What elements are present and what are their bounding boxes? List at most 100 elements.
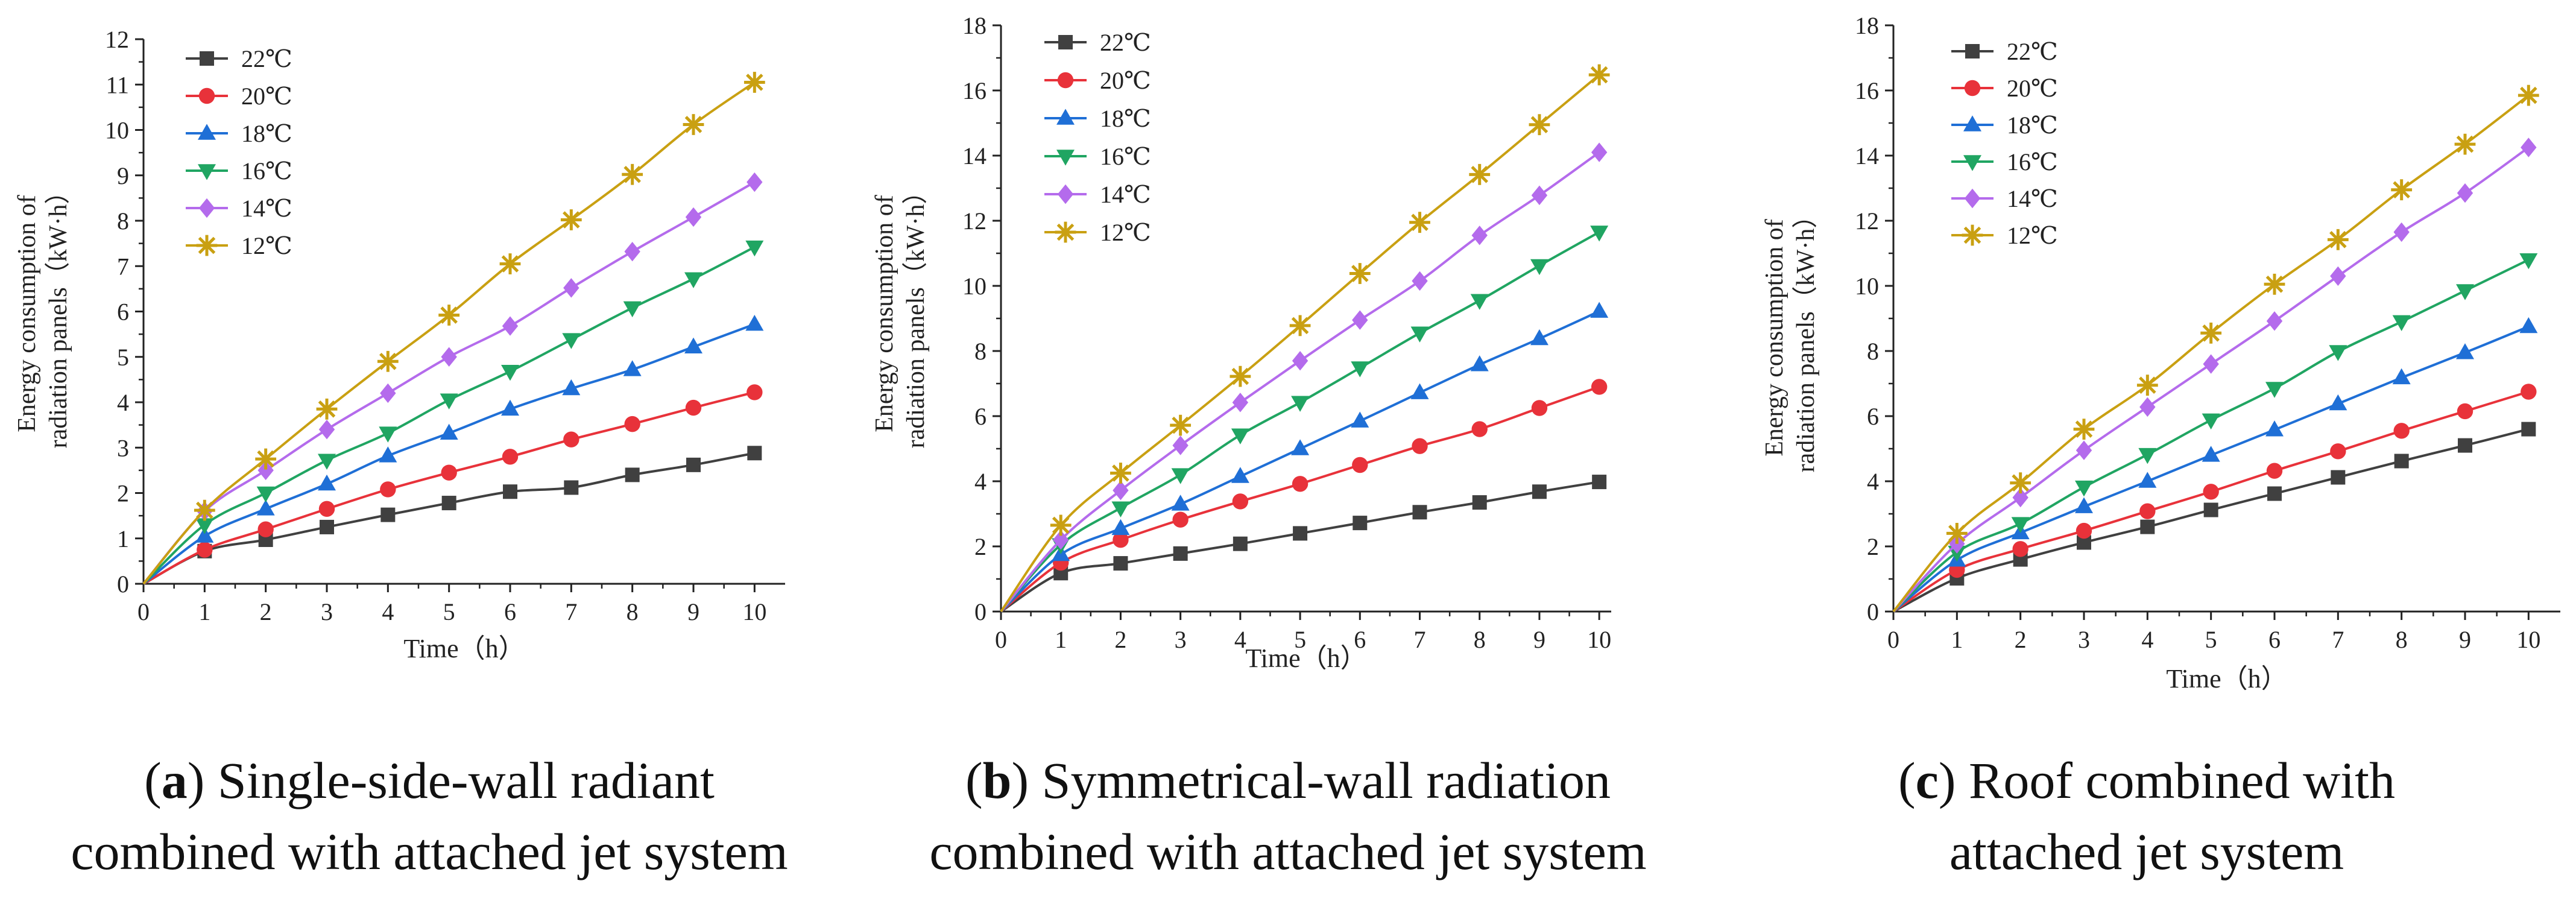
- legend-label: 18℃: [241, 120, 292, 147]
- series-2: [1892, 317, 2538, 613]
- series-1: [143, 384, 763, 585]
- data-point: [2139, 397, 2156, 417]
- y-tick-label: 11: [106, 71, 129, 98]
- x-tick-label: 5: [443, 598, 455, 625]
- series-line: [1000, 385, 1600, 613]
- data-point: [1472, 495, 1487, 510]
- y-tick-label: 4: [974, 468, 987, 495]
- caption-b-text: ) Symmetrical-wall radiation: [1011, 751, 1611, 809]
- data-point: [624, 416, 640, 432]
- series-line: [1892, 94, 2530, 613]
- y-tick-label: 16: [962, 77, 987, 104]
- data-point: [441, 464, 457, 481]
- data-point: [2267, 486, 2282, 501]
- data-point: [2457, 403, 2473, 420]
- legend-label: 18℃: [2007, 112, 2058, 139]
- data-point: [745, 314, 764, 331]
- data-point: [1231, 428, 1249, 444]
- caption-c-letter: c: [1915, 751, 1939, 809]
- data-point: [1409, 212, 1430, 233]
- data-point: [1590, 226, 1609, 242]
- data-point: [1412, 438, 1428, 454]
- data-point: [1591, 379, 1608, 395]
- data-point: [623, 360, 642, 376]
- data-point: [1588, 64, 1610, 86]
- data-point: [380, 383, 396, 403]
- series-3: [1892, 253, 2538, 613]
- x-axis-title: Time（h）: [2166, 664, 2287, 694]
- data-point: [2327, 229, 2349, 250]
- data-point: [1292, 351, 1309, 371]
- data-point: [2330, 443, 2346, 460]
- caption-a-text2: combined with attached jet system: [71, 823, 788, 881]
- data-point: [2330, 266, 2346, 286]
- data-point: [1170, 414, 1192, 436]
- legend-label: 14℃: [1100, 181, 1151, 208]
- data-point: [2138, 447, 2157, 464]
- y-axis-title-line1: Energy consumption of: [871, 195, 898, 432]
- data-point: [2329, 394, 2347, 411]
- x-tick-label: 8: [1474, 626, 1486, 653]
- data-point: [1470, 355, 1489, 372]
- data-point: [2456, 343, 2474, 359]
- legend-marker: [1965, 44, 1980, 58]
- legend-label: 14℃: [2007, 185, 2058, 212]
- caption-a: (a) Single-side-wall radiant combined wi…: [0, 745, 859, 887]
- data-point: [2138, 472, 2157, 488]
- legend-marker: [1057, 72, 1074, 89]
- chart-b: 0 1 2 3 4 5 6 7 8 9 10024681012141618Time（h）Energy…: [871, 12, 1611, 673]
- x-tick-label: 1: [198, 598, 210, 625]
- x-tick-label: 8: [2396, 626, 2408, 653]
- data-point: [1233, 536, 1248, 551]
- y-tick-label: 0: [1867, 598, 1879, 625]
- data-point: [1470, 294, 1489, 310]
- y-tick-label: 14: [962, 142, 987, 169]
- caption-b: (b) Symmetrical-wall radiation combined …: [859, 745, 1717, 887]
- legend-marker: [198, 124, 216, 140]
- series-4: [142, 172, 763, 585]
- series-line: [1000, 481, 1600, 613]
- legend-marker: [198, 198, 215, 218]
- data-point: [1592, 475, 1607, 490]
- data-point: [2073, 419, 2095, 440]
- y-tick-label: 7: [117, 253, 129, 280]
- caption-b-line1: (b) Symmetrical-wall radiation: [965, 751, 1611, 809]
- data-point: [502, 449, 519, 465]
- y-tick-label: 8: [117, 207, 129, 235]
- data-point: [1351, 411, 1369, 428]
- x-tick-label: 7: [2332, 626, 2344, 653]
- y-tick-label: 4: [1867, 468, 1879, 495]
- y-axis-title-line2: radiation panels（kW·h）: [1792, 203, 1820, 473]
- data-point: [745, 240, 764, 257]
- data-point: [379, 446, 397, 463]
- x-tick-label: 6: [1354, 626, 1366, 653]
- caption-a-line1: (a) Single-side-wall radiant: [144, 751, 715, 809]
- legend-label: 14℃: [241, 195, 292, 222]
- data-point: [501, 399, 519, 416]
- data-point: [1232, 393, 1249, 413]
- data-point: [2458, 438, 2472, 453]
- chart-a: 0 1 2 3 4 5 6 7 8 9 100123456789101112Time（h）Energ…: [13, 26, 785, 663]
- y-axis-title-line2: radiation panels（kW·h）: [45, 179, 72, 449]
- legend-label: 16℃: [241, 157, 292, 185]
- data-point: [257, 460, 274, 481]
- y-tick-label: 10: [1855, 273, 1879, 300]
- data-point: [2392, 315, 2411, 331]
- data-point: [625, 467, 640, 482]
- data-point: [441, 496, 456, 511]
- data-point: [1412, 505, 1427, 520]
- x-tick-label: 1: [1055, 626, 1067, 653]
- data-point: [2012, 487, 2028, 508]
- data-point: [562, 379, 581, 396]
- data-point: [2519, 253, 2538, 270]
- data-point: [318, 474, 336, 491]
- caption-c: (c) Roof combined with attached jet syst…: [1717, 745, 2576, 887]
- chart-panel-b: 0 1 2 3 4 5 6 7 8 9 10 0 2 4 6 8 10 12 14 16 18 Time（h） Energy…: [859, 0, 1717, 898]
- legend-marker: [1056, 150, 1075, 166]
- data-point: [684, 337, 702, 353]
- data-point: [2011, 517, 2030, 533]
- legend-marker: [1058, 35, 1073, 49]
- data-point: [1590, 302, 1609, 318]
- y-tick-label: 16: [1855, 77, 1879, 104]
- y-tick-label: 2: [1867, 533, 1879, 560]
